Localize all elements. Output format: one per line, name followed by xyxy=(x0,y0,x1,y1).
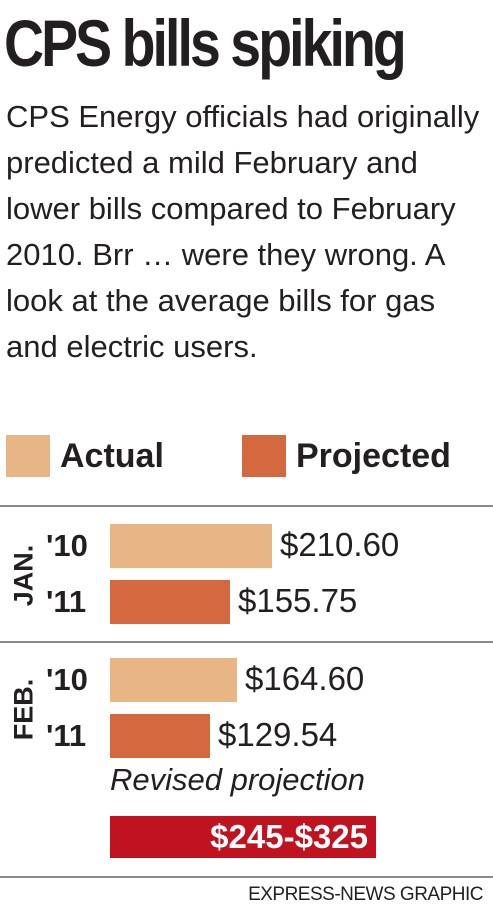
year-label: '11 xyxy=(46,718,87,753)
value-label: $155.75 xyxy=(238,582,358,619)
value-label: $164.60 xyxy=(245,660,365,697)
month-label-feb: FEB. xyxy=(8,678,39,741)
legend: Actual Projected xyxy=(0,435,493,481)
value-label: $129.54 xyxy=(218,716,338,753)
chart-title: CPS bills spiking xyxy=(4,6,407,80)
year-label: '11 xyxy=(46,584,87,619)
revised-projection-bar: $245-$325 xyxy=(110,816,376,858)
year-label: '10 xyxy=(46,528,88,563)
legend-swatch-projected xyxy=(242,435,286,477)
value-label: $210.60 xyxy=(280,526,400,563)
month-label-jan: JAN. xyxy=(8,544,39,607)
intro-text: CPS Energy officials had originally pred… xyxy=(6,99,480,364)
year-label: '10 xyxy=(46,662,88,697)
legend-item-actual: Actual xyxy=(6,435,164,477)
divider-top xyxy=(0,505,493,507)
legend-swatch-actual xyxy=(6,435,50,477)
divider-middle xyxy=(0,641,493,643)
divider-bottom xyxy=(0,876,493,878)
legend-item-projected: Projected xyxy=(242,435,451,477)
legend-label-projected: Projected xyxy=(296,436,451,475)
bar-jan-10 xyxy=(110,524,272,568)
bar-feb-11 xyxy=(110,714,210,758)
bar-feb-10 xyxy=(110,658,237,702)
revised-projection-label: Revised projection xyxy=(110,762,366,797)
credit-line: EXPRESS-NEWS GRAPHIC xyxy=(248,884,483,905)
legend-label-actual: Actual xyxy=(60,436,164,475)
bar-jan-11 xyxy=(110,580,230,624)
